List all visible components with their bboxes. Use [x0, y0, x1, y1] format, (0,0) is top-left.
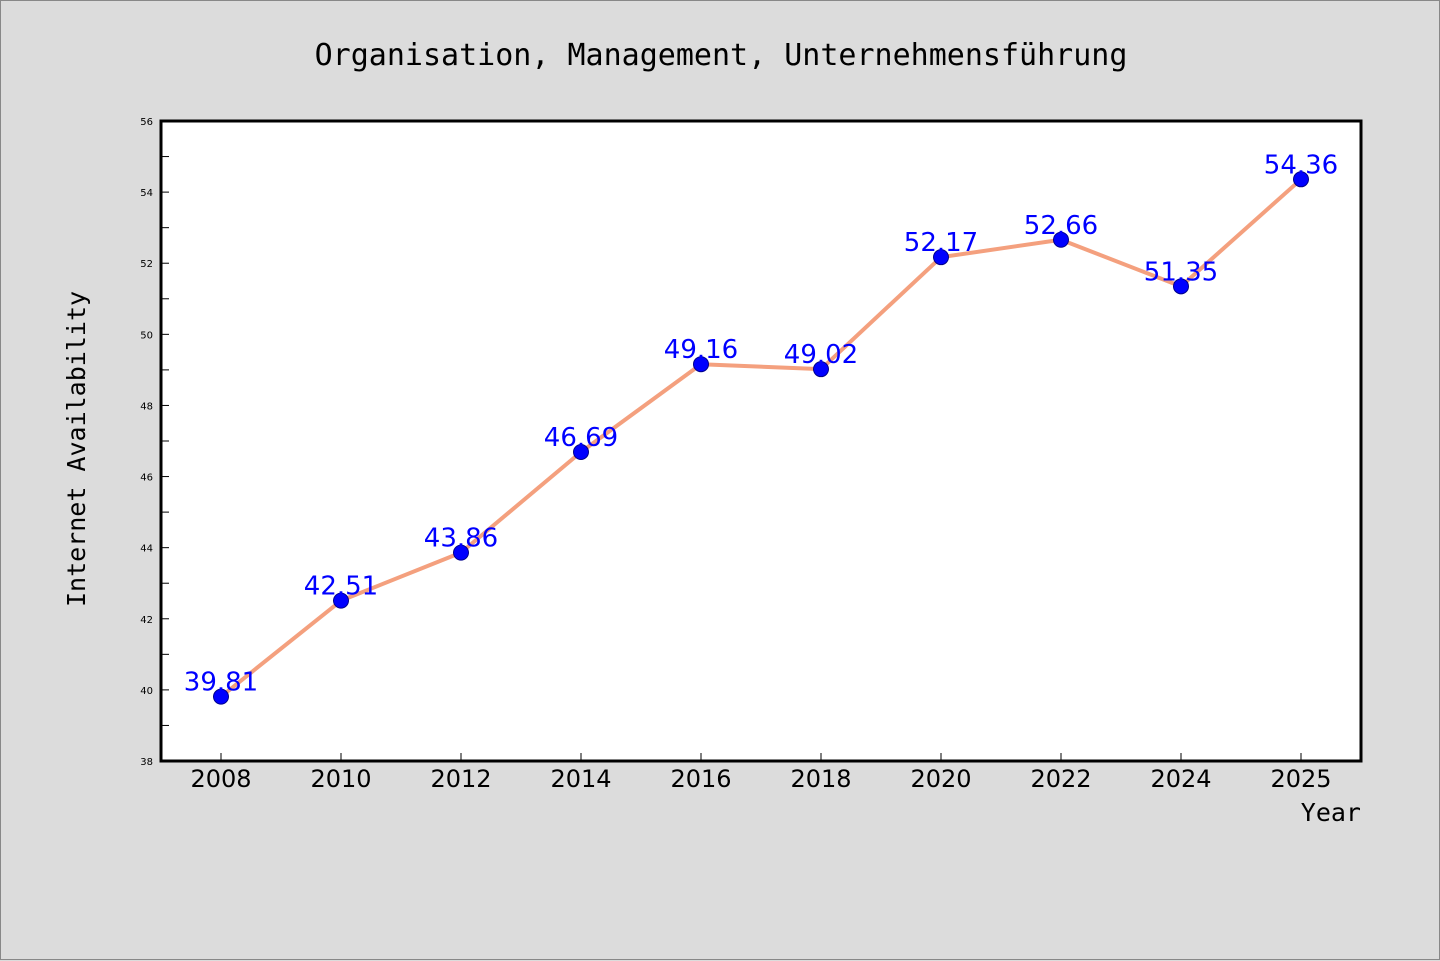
- data-point-marker: [333, 592, 349, 609]
- y-tick-label: 42: [140, 615, 153, 626]
- plot-area: [159, 119, 1363, 763]
- data-label: 49.02: [784, 340, 858, 370]
- data-label: 42.51: [304, 572, 378, 602]
- data-point-marker: [1293, 171, 1309, 188]
- x-tick-label: 2010: [310, 765, 371, 793]
- chart-title: Organisation, Management, Unternehmensfü…: [315, 38, 1128, 73]
- data-label: 54.36: [1264, 150, 1338, 180]
- y-tick-label: 44: [140, 544, 153, 555]
- series-markers-group: [213, 171, 1309, 705]
- x-tick-label: 2025: [1270, 765, 1331, 793]
- y-tick-label: 48: [140, 401, 153, 412]
- x-tick-label: 2022: [1030, 765, 1091, 793]
- data-point-marker: [453, 544, 469, 561]
- series-line-group: [219, 177, 1303, 699]
- x-tick-label: 2012: [430, 765, 491, 793]
- y-axis-ticks: 38 40 42 44 46 48 50 52 54 56: [140, 117, 169, 768]
- data-point-marker: [573, 444, 589, 461]
- x-axis-label: Year: [1301, 798, 1361, 827]
- y-tick-label: 54: [140, 188, 153, 199]
- data-label: 52.17: [904, 228, 978, 258]
- data-label: 39.81: [184, 668, 258, 698]
- y-tick-label: 52: [140, 259, 153, 270]
- y-tick-label: 50: [140, 330, 153, 341]
- x-tick-label: 2024: [1150, 765, 1211, 793]
- data-point-marker: [933, 249, 949, 266]
- y-tick-label: 38: [140, 757, 153, 768]
- data-point-marker: [213, 688, 229, 705]
- data-label: 46.69: [544, 423, 618, 453]
- y-tick-label: 40: [140, 686, 153, 697]
- x-axis-ticks: 2008 2010 2012 2014 2016 2018 2020 2022 2024 2025: [190, 753, 1332, 793]
- y-tick-label: 46: [140, 473, 153, 484]
- x-tick-label: 2016: [670, 765, 731, 793]
- series-line: [219, 177, 1303, 699]
- x-tick-label: 2014: [550, 765, 611, 793]
- data-label: 43.86: [424, 524, 498, 554]
- x-tick-label: 2018: [790, 765, 851, 793]
- y-axis-label: Internet Availability: [62, 291, 91, 607]
- data-point-marker: [693, 356, 709, 373]
- data-label: 49.16: [664, 335, 738, 365]
- data-label: 51.35: [1144, 257, 1218, 287]
- series-data-labels-group: 39.81 42.51 43.86 46.69 49.16 49.02 52.17 52.66…: [184, 150, 1338, 697]
- data-point-marker: [1173, 278, 1189, 295]
- x-tick-label: 2008: [190, 765, 251, 793]
- data-label: 52.66: [1024, 211, 1098, 241]
- y-tick-label: 56: [140, 117, 153, 128]
- data-point-marker: [813, 361, 829, 378]
- x-tick-label: 2020: [910, 765, 971, 793]
- data-point-marker: [1053, 231, 1069, 248]
